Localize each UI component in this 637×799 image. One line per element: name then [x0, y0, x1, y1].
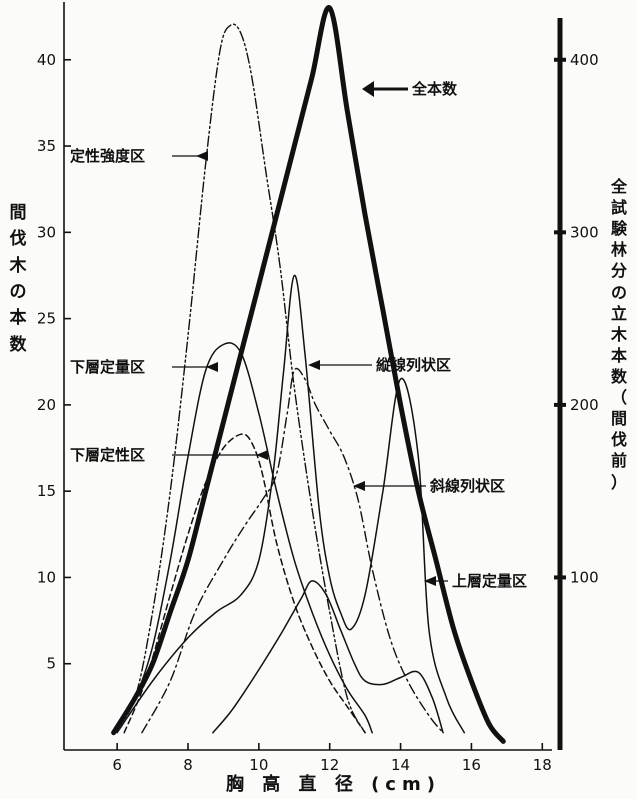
x-tick-label: 6	[112, 756, 122, 774]
axis-label-char: 本	[9, 308, 27, 329]
annotation-arrowhead	[206, 362, 218, 372]
annotation-arrowhead	[256, 450, 268, 460]
annotation-arrowhead	[353, 481, 365, 491]
annotation-label: 縦線列状区	[376, 356, 451, 374]
y-right-tick-label: 400	[570, 51, 599, 69]
series-group	[111, 5, 506, 744]
y-left-tick-label: 15	[37, 482, 56, 500]
axis-label-char: 前	[610, 451, 627, 471]
annotation-label: 下層定量区	[70, 358, 145, 376]
axis-label-char: ）	[610, 472, 627, 492]
annotation-label: 下層定性区	[70, 446, 145, 464]
y-left-tick-label: 25	[37, 310, 56, 328]
annotation-arrowhead	[362, 81, 374, 97]
series-line-1	[111, 5, 506, 744]
axis-label-char: 立	[610, 303, 627, 323]
axis-label-char: 全	[610, 177, 627, 196]
annotation-label: 全本数	[411, 80, 458, 98]
axes-group: 6 8 10 12 14 16 18 5 10 15 20 25 30 35 40 100 200 300 400	[37, 2, 599, 774]
axis-label-char: の	[610, 282, 627, 302]
axis-label-char: 間	[9, 203, 27, 223]
axis-label-char: 林	[610, 240, 627, 260]
y-left-tick-label: 5	[46, 655, 56, 673]
y-left-tick-label: 40	[37, 51, 56, 69]
y-left-tick-label: 30	[37, 223, 56, 241]
y-left-tick-label: 35	[37, 137, 56, 155]
x-tick-label: 16	[462, 756, 481, 774]
axis-label-char: 木	[9, 255, 27, 276]
x-tick-label: 10	[249, 756, 268, 774]
annotation-arrowhead	[308, 360, 320, 370]
axis-label-char: （	[610, 388, 627, 408]
series-line-2	[112, 23, 366, 734]
axis-label-char: の	[9, 282, 27, 303]
y-axis-label-left: 間伐木の本数	[8, 200, 28, 358]
series-line-7	[212, 580, 444, 734]
axis-label-char: 間	[610, 409, 627, 429]
y-left-tick-label: 10	[37, 568, 56, 586]
y-axis-label-right: 全試験林分の立木本数（間伐前）	[608, 176, 630, 493]
series-line-6	[141, 367, 444, 734]
annotation-label: 定性強度区	[70, 147, 145, 165]
y-right-tick-label: 200	[570, 396, 599, 414]
x-tick-label: 18	[533, 756, 552, 774]
annotation-label: 斜線列状区	[429, 477, 505, 495]
axis-label-char: 試	[610, 198, 627, 218]
y-right-tick-label: 300	[570, 223, 599, 241]
y-left-tick-label: 20	[37, 396, 56, 414]
axis-label-char: 木	[610, 324, 627, 344]
axis-label-char: 伐	[610, 430, 627, 450]
y-right-tick-label: 100	[570, 568, 599, 586]
axis-label-char: 分	[610, 261, 627, 281]
x-tick-label: 8	[183, 756, 193, 774]
axis-label-char: 伐	[9, 229, 27, 250]
series-line-4	[123, 433, 366, 734]
axis-label-char: 数	[9, 334, 27, 355]
axis-label-char: 数	[610, 366, 627, 386]
series-line-5	[116, 274, 466, 734]
annotation-label: 上層定量区	[452, 572, 527, 590]
x-tick-label: 12	[320, 756, 339, 774]
series-line-3	[112, 342, 373, 734]
x-tick-label: 14	[391, 756, 410, 774]
x-axis-label: 胸 高 直 径 (cm)	[226, 774, 441, 795]
annotation-arrowhead	[424, 576, 436, 586]
annotation-arrowhead	[196, 151, 208, 161]
axis-label-char: 験	[610, 219, 627, 239]
axis-label-char: 本	[610, 345, 627, 365]
